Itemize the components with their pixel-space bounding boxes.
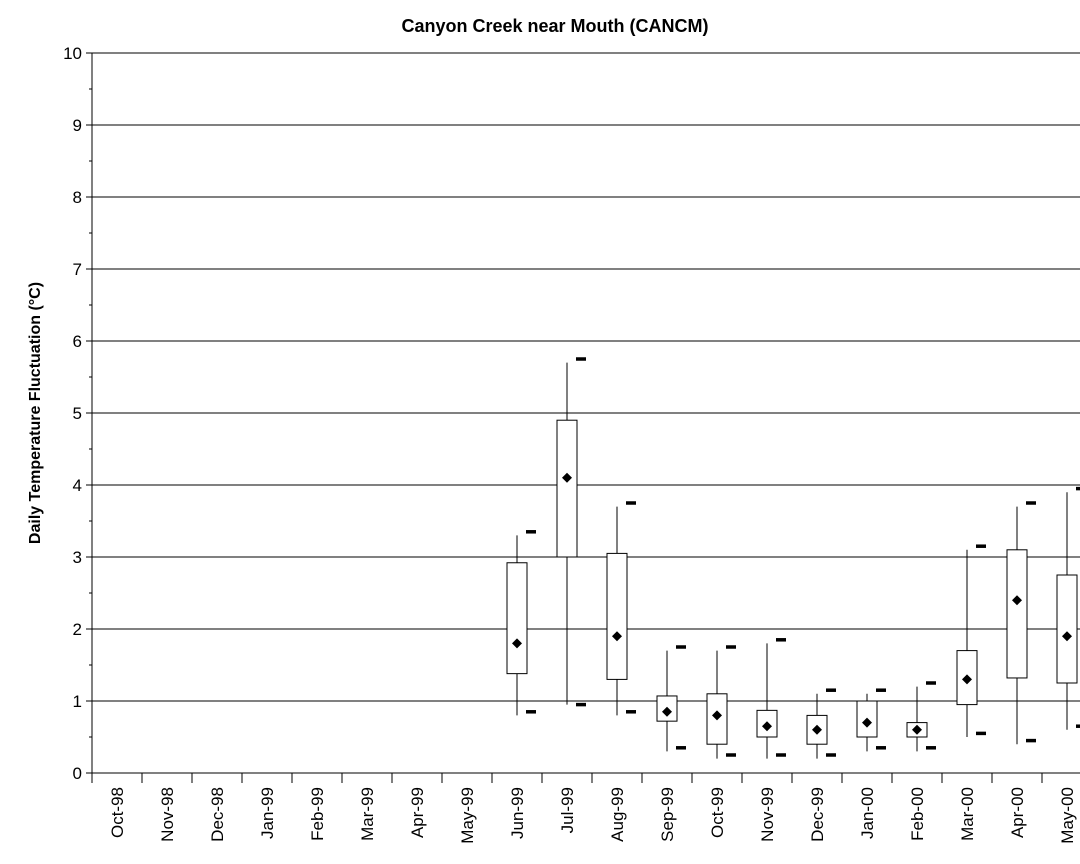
mean-marker — [612, 631, 622, 642]
x-tick-label: Dec-99 — [808, 787, 827, 842]
x-tick-label: May-99 — [458, 787, 477, 844]
y-tick-label: 8 — [73, 188, 82, 207]
mean-marker — [662, 706, 672, 717]
mean-marker — [712, 710, 722, 721]
x-tick-label: Feb-99 — [308, 787, 327, 841]
x-tick-label: Jun-99 — [508, 787, 527, 839]
y-tick-label: 9 — [73, 116, 82, 135]
y-tick-label: 1 — [73, 692, 82, 711]
y-axis-label: Daily Temperature Fluctuation (°C) — [27, 282, 44, 544]
mean-marker — [562, 472, 572, 483]
x-tick-label: Jul-99 — [558, 787, 577, 833]
x-tick-label: Mar-99 — [358, 787, 377, 841]
x-tick-label: Jan-00 — [858, 787, 877, 839]
mean-marker — [862, 717, 872, 728]
x-tick-label: Dec-98 — [208, 787, 227, 842]
x-tick-label: May-00 — [1058, 787, 1077, 844]
mean-marker — [1012, 595, 1022, 606]
mean-marker — [812, 724, 822, 735]
mean-marker — [512, 638, 522, 649]
y-tick-label: 7 — [73, 260, 82, 279]
box — [556, 419, 578, 558]
x-tick-label: Oct-98 — [108, 787, 127, 838]
x-tick-label: Nov-98 — [158, 787, 177, 842]
mean-marker — [762, 721, 772, 732]
x-tick-label: Aug-99 — [608, 787, 627, 842]
y-tick-label: 5 — [73, 404, 82, 423]
mean-marker — [912, 724, 922, 735]
x-tick-label: Mar-00 — [958, 787, 977, 841]
x-tick-label: Nov-99 — [758, 787, 777, 842]
x-tick-label: Jan-99 — [258, 787, 277, 839]
y-tick-label: 6 — [73, 332, 82, 351]
mean-marker — [962, 674, 972, 685]
x-tick-label: Feb-00 — [908, 787, 927, 841]
y-tick-label: 2 — [73, 620, 82, 639]
x-tick-label: Sep-99 — [658, 787, 677, 842]
box — [1056, 574, 1078, 684]
x-tick-label: Apr-99 — [408, 787, 427, 838]
y-tick-label: 0 — [73, 764, 82, 783]
x-tick-label: Oct-99 — [708, 787, 727, 838]
y-tick-label: 10 — [63, 44, 82, 63]
box — [1006, 549, 1028, 679]
box — [606, 552, 628, 680]
chart-title: Canyon Creek near Mouth (CANCM) — [401, 16, 708, 36]
y-tick-label: 4 — [73, 476, 82, 495]
x-tick-label: Apr-00 — [1008, 787, 1027, 838]
mean-marker — [1062, 631, 1072, 642]
box — [506, 562, 528, 675]
y-tick-label: 3 — [73, 548, 82, 567]
